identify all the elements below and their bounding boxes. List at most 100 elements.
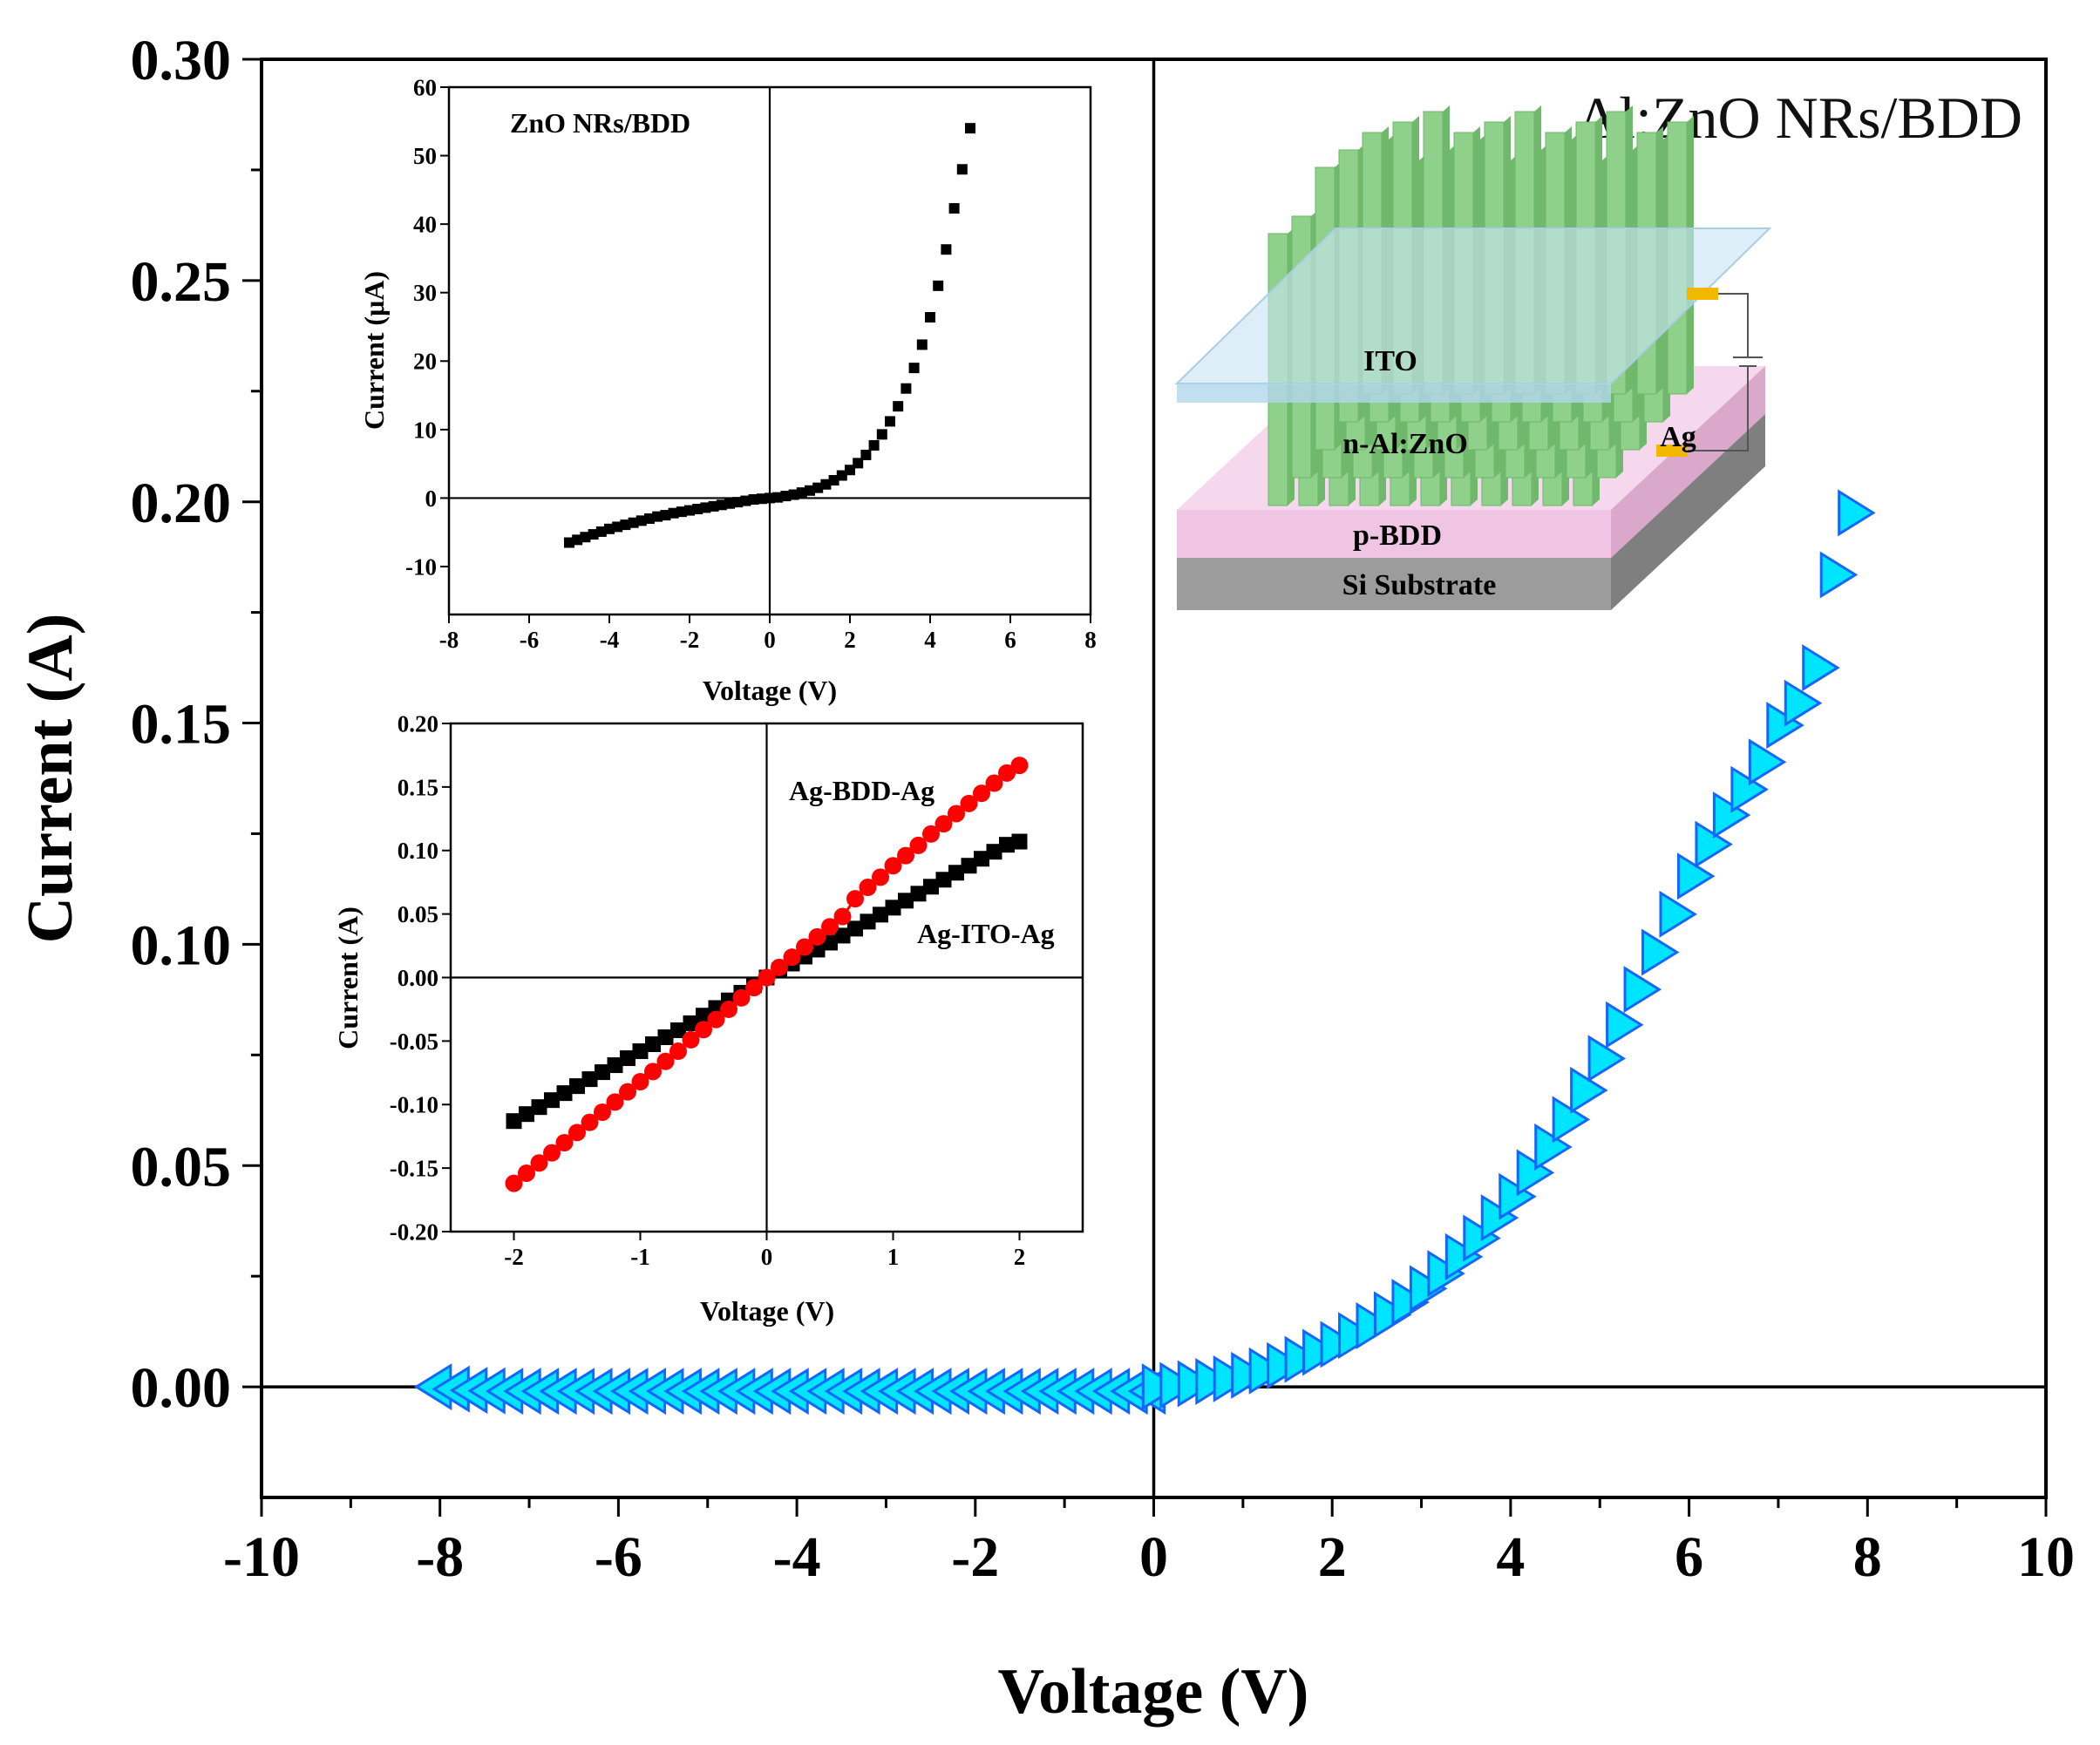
- ag-ito-ag-point: [999, 837, 1015, 853]
- zno-nrs-bdd-point: [692, 504, 703, 514]
- ag-ito-ag-point: [632, 1043, 649, 1060]
- ag-ito-ag-point: [657, 1029, 674, 1046]
- main-x-tick-label: -4: [773, 1525, 821, 1589]
- ag-bdd-ag-point: [960, 794, 978, 812]
- ag-ito-ag-point: [670, 1022, 686, 1038]
- layer-label-ito: ITO: [1363, 345, 1417, 377]
- zno-nrs-bdd-point: [845, 465, 855, 476]
- circuit-wire: [1718, 293, 1749, 357]
- inset-bottom-y-tick-label: 0.00: [398, 965, 438, 991]
- layer-label-al-zno: n-Al:ZnO: [1342, 428, 1468, 460]
- main-plot-frame: [260, 58, 2048, 1499]
- inset-top-y-tick-label: -10: [405, 553, 437, 580]
- zno-nrs-bdd-point: [724, 498, 735, 509]
- ag-bdd-ag-point: [555, 1133, 574, 1151]
- main-x-tick-label: -8: [416, 1525, 464, 1589]
- ag-ito-ag-point: [910, 886, 927, 902]
- forward-sweep-point: [1802, 644, 1840, 692]
- zno-nrs-bdd-point: [628, 517, 639, 528]
- bdd-layer-front: [1177, 510, 1611, 558]
- forward-sweep-point: [1838, 489, 1876, 537]
- zno-nrs-bdd-point: [836, 470, 847, 481]
- ag-ito-ag-point: [961, 858, 977, 874]
- zno-nrs-bdd-point: [853, 458, 864, 469]
- ag-ito-ag-point: [898, 893, 914, 909]
- zno-nrs-bdd-point: [572, 534, 583, 546]
- zno-nrs-bdd-point: [612, 521, 623, 533]
- ag-bdd-ag-point: [695, 1021, 712, 1039]
- inset-bottom-y-axis-label: Current (A): [332, 906, 364, 1049]
- layer-label-bdd: p-BDD: [1353, 519, 1442, 552]
- ag-bdd-ag-point: [606, 1093, 624, 1111]
- ag-ito-ag-point: [544, 1092, 560, 1109]
- ag-ito-ag-point: [607, 1057, 623, 1074]
- ag-bdd-ag-point: [720, 1000, 737, 1018]
- ag-bdd-ag-point: [707, 1010, 725, 1029]
- main-x-tick-label: 6: [1675, 1525, 1703, 1589]
- zno-nrs-bdd-point: [564, 537, 574, 548]
- ag-ito-ag-point: [556, 1085, 573, 1102]
- inset-top-y-tick-label: 0: [425, 485, 438, 512]
- ag-ito-ag-point: [986, 844, 1002, 860]
- ag-bdd-ag-point: [948, 805, 965, 823]
- zno-nrs-bdd-point: [588, 529, 599, 540]
- inset-bottom-y-tick-label: 0.15: [398, 774, 438, 800]
- ag-bdd-ag-point: [745, 979, 763, 997]
- device-schematic: ITO n-Al:ZnO p-BDD Si Substrate Ag: [1174, 105, 1772, 610]
- zno-nrs-bdd-point: [684, 505, 695, 516]
- zno-nrs-bdd-point: [660, 510, 671, 521]
- main-chart: -10 -8 -6 -4 -2 0 2 4 6 8 100.000.050.100.150.200.…: [15, 29, 2075, 1728]
- inset-bottom-x-axis-label: Voltage (V): [700, 1295, 834, 1327]
- ag-bdd-ag-point: [732, 988, 751, 1007]
- zno-nrs-bdd-point: [893, 401, 904, 412]
- zno-nrs-bdd-point: [772, 492, 784, 503]
- layer-label-si-substrate: Si Substrate: [1342, 569, 1497, 601]
- series-label-ag-bdd-ag: Ag-BDD-Ag: [789, 775, 934, 806]
- ag-bdd-ag-point: [581, 1113, 599, 1131]
- main-y-tick-label: 0.25: [131, 250, 232, 314]
- ag-ito-ag-point: [1011, 833, 1028, 850]
- ag-contact-bottom: [1656, 445, 1688, 457]
- zno-nrs-bdd-point: [812, 482, 824, 493]
- main-x-axis-label: Voltage (V): [998, 1656, 1309, 1728]
- zno-nrs-bdd-point: [965, 123, 975, 134]
- forward-sweep-point: [1623, 966, 1662, 1014]
- ag-ito-ag-point: [645, 1036, 661, 1053]
- inset-bottom-x-tick-label: -2: [504, 1244, 524, 1270]
- zno-nrs-bdd-point: [732, 497, 744, 508]
- inset-bottom-x-tick-label: 1: [887, 1244, 900, 1270]
- ag-bdd-ag-point: [985, 774, 1003, 792]
- ag-ito-ag-point: [935, 872, 952, 888]
- ag-bdd-ag-point: [1010, 757, 1029, 775]
- zno-nrs-bdd-point: [740, 495, 751, 506]
- main-x-tick-label: 4: [1496, 1525, 1525, 1589]
- ag-bdd-ag-point: [631, 1073, 649, 1091]
- ag-ito-ag-point: [809, 941, 826, 958]
- ag-ito-ag-point: [974, 851, 989, 867]
- ag-ito-ag-point: [923, 879, 939, 895]
- zno-nrs-bdd-point: [635, 515, 647, 526]
- inset-bottom-chart: -2 -1 0 1 2 -0.20 -0.15 -0.10 -0.05 0.00 0.05 0.10 0…: [332, 710, 1084, 1327]
- zno-nrs-bdd-point: [796, 487, 807, 499]
- inset-top-x-tick-label: 0: [764, 627, 776, 653]
- main-x-tick-label: 10: [2017, 1525, 2075, 1589]
- inset-bottom-y-tick-label: -0.15: [390, 1156, 438, 1182]
- main-x-tick-label: 0: [1139, 1525, 1168, 1589]
- inset-top-y-tick-label: 20: [413, 349, 437, 375]
- inset-top-x-tick-label: 2: [844, 627, 856, 653]
- main-y-tick-label: 0.15: [131, 693, 232, 757]
- zno-nrs-bdd-point: [580, 532, 591, 543]
- zno-nrs-bdd-point: [668, 507, 679, 519]
- ag-ito-ag-point: [581, 1071, 598, 1088]
- main-x-tick-label: -10: [223, 1525, 300, 1589]
- zno-nrs-bdd-point: [900, 383, 912, 394]
- inset-bottom-y-tick-label: 0.05: [398, 901, 438, 927]
- inset-bottom-y-tick-label: 0.10: [398, 838, 438, 864]
- ag-bdd-ag-point: [808, 927, 826, 946]
- contact-label-ag: Ag: [1660, 421, 1696, 453]
- ag-bdd-ag-point: [973, 784, 990, 803]
- zno-nrs-bdd-point: [868, 439, 880, 451]
- inset-top-y-tick-label: 30: [413, 280, 437, 306]
- forward-sweep-point: [1819, 551, 1859, 599]
